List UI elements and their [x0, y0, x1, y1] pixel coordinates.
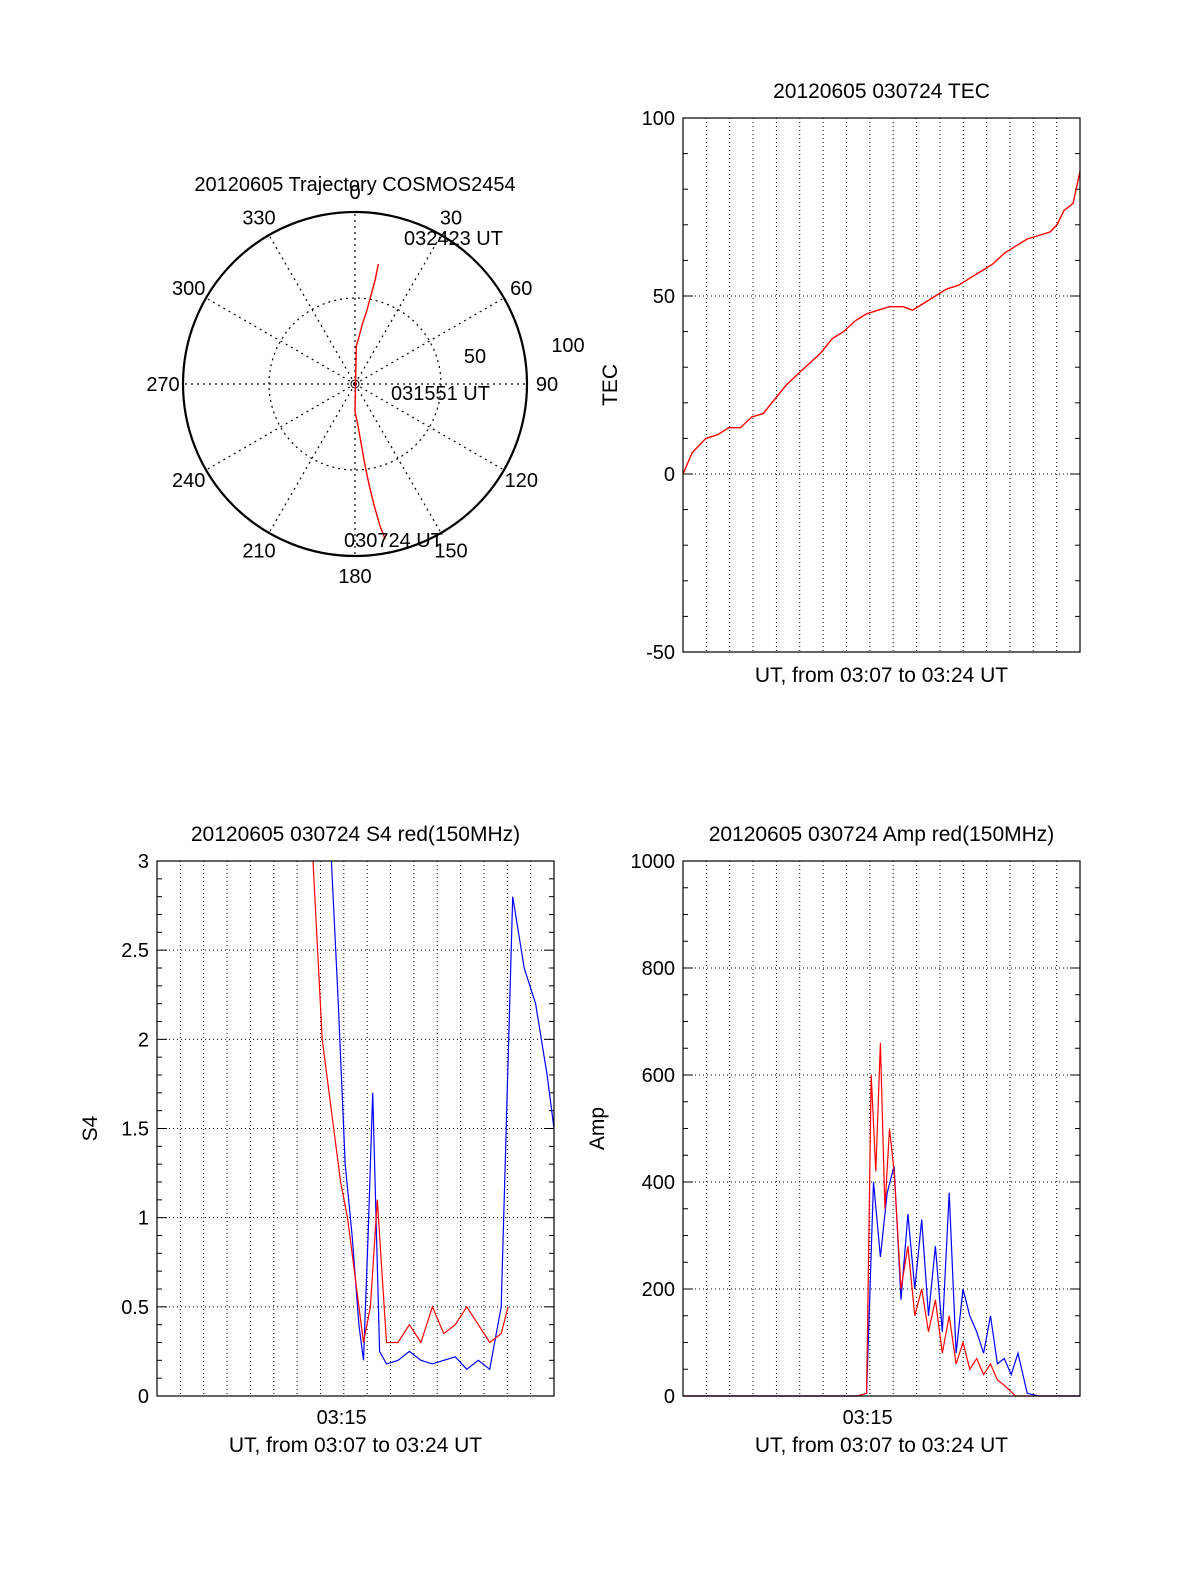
- y-tick-label: 2.5: [121, 940, 149, 962]
- series-line-0: [683, 1165, 1080, 1397]
- y-tick-label: 2: [138, 1029, 149, 1051]
- azimuth-tick-label: 30: [440, 208, 462, 230]
- y-tick-label: 50: [653, 286, 675, 308]
- y-tick-label: 100: [642, 108, 675, 130]
- y-tick-label: 800: [642, 958, 675, 980]
- azimuth-tick-label: 270: [146, 374, 179, 396]
- polar-spoke: [354, 383, 442, 534]
- y-tick-label: 0: [138, 1386, 149, 1408]
- azimuth-tick-label: 240: [172, 470, 205, 492]
- y-tick-label: 0.5: [121, 1297, 149, 1319]
- polar-spoke: [205, 383, 356, 471]
- series-line-1: [312, 860, 509, 1344]
- radius-tick-label: 100: [551, 335, 584, 357]
- azimuth-tick-label: 90: [536, 374, 558, 396]
- x-axis-label: UT, from 03:07 to 03:24 UT: [755, 664, 1008, 687]
- polar-spoke: [268, 234, 356, 385]
- plot-frame: [682, 860, 1081, 1397]
- azimuth-tick-label: 60: [510, 278, 532, 300]
- panel-title: 20120605 030724 S4 red(150MHz): [191, 823, 520, 846]
- polar-spoke: [354, 297, 505, 385]
- y-tick-label: 1000: [631, 851, 676, 873]
- polar-spoke: [354, 234, 442, 385]
- panel-title: 20120605 030724 Amp red(150MHz): [709, 823, 1055, 846]
- x-tick-label: 03:15: [317, 1407, 367, 1429]
- y-tick-label: 600: [642, 1065, 675, 1087]
- x-tick-label: 03:15: [843, 1407, 893, 1429]
- series-line-1: [683, 1042, 1080, 1397]
- polar-title: 20120605 Trajectory COSMOS2454: [194, 174, 515, 196]
- radius-tick-label: 50: [464, 346, 486, 368]
- azimuth-tick-label: 150: [434, 540, 467, 562]
- azimuth-tick-label: 120: [505, 470, 538, 492]
- y-tick-label: 0: [664, 1386, 675, 1408]
- y-tick-label: 1: [138, 1208, 149, 1230]
- time-annotation: 032423 UT: [404, 228, 503, 250]
- polar-spoke: [354, 383, 505, 471]
- polar-outer-circle: [181, 210, 529, 558]
- azimuth-tick-label: 300: [172, 278, 205, 300]
- y-tick-label: -50: [646, 642, 675, 664]
- series-line-0: [682, 171, 1081, 475]
- polar-spoke: [268, 383, 356, 534]
- y-tick-label: 200: [642, 1279, 675, 1301]
- x-axis-label: UT, from 03:07 to 03:24 UT: [755, 1434, 1008, 1457]
- series-line-0: [330, 860, 555, 1371]
- y-tick-label: 0: [664, 464, 675, 486]
- y-tick-label: 400: [642, 1172, 675, 1194]
- panel-title: 20120605 030724 TEC: [773, 80, 990, 103]
- y-tick-label: 3: [138, 851, 149, 873]
- azimuth-tick-label: 330: [242, 208, 275, 230]
- plot-frame: [682, 117, 1081, 653]
- x-axis-label: UT, from 03:07 to 03:24 UT: [229, 1434, 482, 1457]
- y-axis-label: S4: [79, 1115, 102, 1141]
- azimuth-tick-label: 210: [242, 540, 275, 562]
- trajectory-line: [354, 263, 386, 540]
- y-axis-label: TEC: [599, 364, 622, 406]
- azimuth-tick-label: 180: [338, 566, 371, 588]
- azimuth-tick-label: 0: [349, 182, 360, 204]
- plot-frame: [156, 860, 555, 1397]
- y-tick-label: 1.5: [121, 1119, 149, 1141]
- y-axis-label: Amp: [586, 1107, 609, 1150]
- time-annotation: 030724 UT: [344, 530, 443, 552]
- time-annotation: 031551 UT: [391, 383, 490, 405]
- polar-spoke: [205, 297, 356, 385]
